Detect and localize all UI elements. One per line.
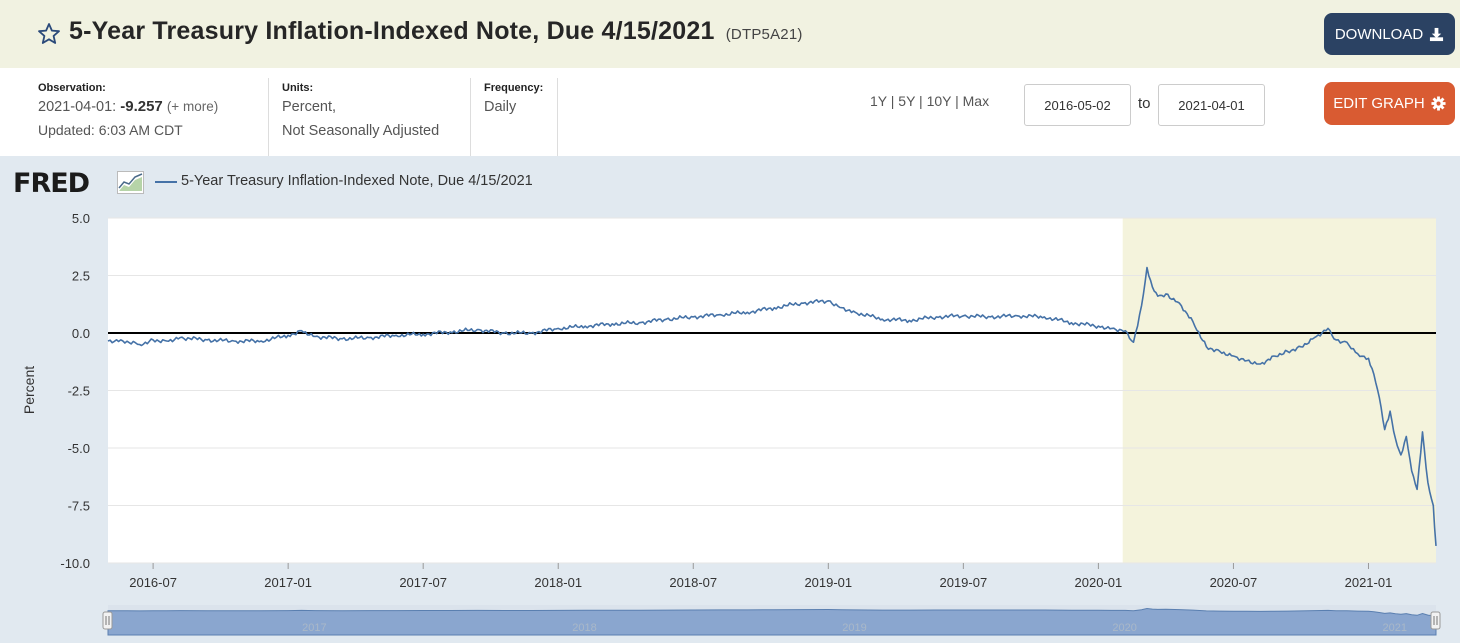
x-tick-label: 2018-07: [669, 575, 717, 590]
x-tick-label: 2018-01: [534, 575, 582, 590]
observation-label: Observation:: [38, 82, 106, 94]
gear-icon: [1431, 96, 1446, 111]
star-icon[interactable]: [37, 22, 61, 46]
units-line1: Percent,: [282, 99, 336, 115]
page-title: 5-Year Treasury Inflation-Indexed Note, …: [69, 17, 803, 46]
download-button[interactable]: DOWNLOAD: [1324, 13, 1455, 55]
navigator-year-label: 2018: [572, 622, 596, 634]
navigator-left-handle[interactable]: [102, 611, 113, 630]
fred-logo: FRED: [13, 168, 90, 199]
frequency-panel: Frequency: Daily: [470, 78, 558, 156]
x-tick-label: 2017-01: [264, 575, 312, 590]
navigator-year-label: 2021: [1382, 622, 1406, 634]
units-line2: Not Seasonally Adjusted: [282, 123, 440, 139]
date-from-input[interactable]: 2016-05-02: [1024, 84, 1131, 126]
x-tick-label: 2019-01: [804, 575, 852, 590]
chart-line-icon: [117, 171, 144, 194]
to-label: to: [1138, 95, 1151, 112]
series-id: (DTP5A21): [725, 26, 803, 43]
series-line: [107, 266, 1437, 546]
navigator-right-handle[interactable]: [1430, 611, 1441, 630]
x-tick-label: 2021-01: [1345, 575, 1393, 590]
download-label: DOWNLOAD: [1334, 25, 1424, 43]
frequency-value: Daily: [484, 99, 517, 115]
date-to-input[interactable]: 2021-04-01: [1158, 84, 1265, 126]
y-tick-label: 2.5: [72, 269, 90, 284]
edit-graph-label: EDIT GRAPH: [1333, 95, 1425, 112]
y-tick-label: -10.0: [60, 556, 90, 571]
legend-label: 5-Year Treasury Inflation-Indexed Note, …: [181, 173, 533, 189]
x-tick-label: 2019-07: [939, 575, 987, 590]
y-tick-label: 5.0: [72, 211, 90, 226]
y-tick-label: 0.0: [72, 326, 90, 341]
edit-graph-button[interactable]: EDIT GRAPH: [1324, 82, 1455, 125]
series-title: 5-Year Treasury Inflation-Indexed Note, …: [69, 17, 715, 45]
units-label: Units:: [282, 82, 314, 94]
observation-panel: Observation: 2021-04-01: -9.257 (+ more)…: [38, 78, 268, 156]
navigator-area: [107, 607, 1437, 636]
frequency-label: Frequency:: [484, 82, 544, 94]
x-tick-label: 2016-07: [129, 575, 177, 590]
range-selector[interactable]: 1Y | 5Y | 10Y | Max: [870, 93, 990, 109]
chart: 5.0 2.5 0.0 -2.5 -5.0 -7.5 -10.0 2016-07 2017-01…: [21, 211, 1441, 636]
more-link[interactable]: (+ more): [166, 99, 219, 114]
download-icon: [1430, 27, 1444, 41]
updated-time: Updated: 6:03 AM CDT: [38, 122, 183, 138]
y-axis-label: Percent: [21, 366, 37, 414]
navigator-year-label: 2019: [842, 622, 866, 634]
observation-value: -9.257: [120, 98, 163, 115]
legend-swatch: [155, 181, 177, 183]
navigator-year-label: 2020: [1112, 622, 1136, 634]
x-tick-label: 2017-07: [399, 575, 447, 590]
y-tick-label: -2.5: [68, 384, 90, 399]
observation-date: 2021-04-01:: [38, 99, 117, 115]
navigator-year-label: 2017: [302, 622, 326, 634]
title-bar: 5-Year Treasury Inflation-Indexed Note, …: [0, 0, 1460, 68]
y-tick-label: -7.5: [68, 499, 90, 514]
units-panel: Units: Percent, Not Seasonally Adjusted: [268, 78, 470, 156]
x-tick-label: 2020-07: [1210, 575, 1258, 590]
x-tick-label: 2020-01: [1075, 575, 1123, 590]
y-tick-label: -5.0: [68, 441, 90, 456]
